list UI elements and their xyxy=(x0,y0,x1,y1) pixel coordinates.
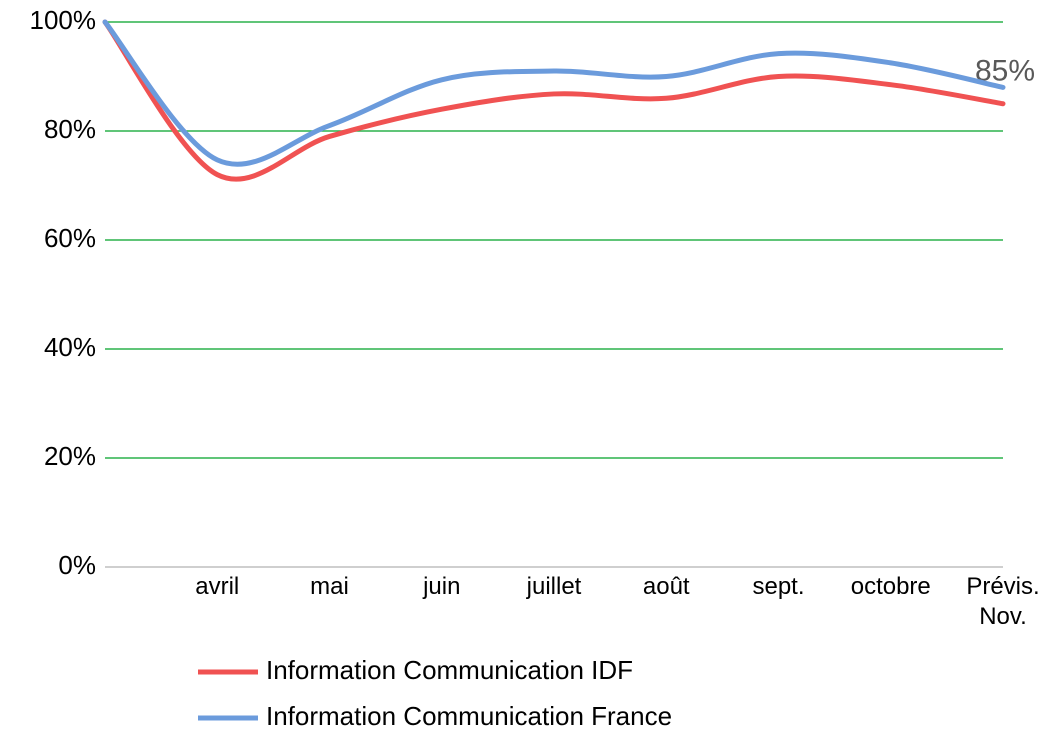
x-tick-label: août xyxy=(642,573,690,600)
x-tick-label: avril xyxy=(195,573,240,600)
y-tick-label: 0% xyxy=(58,550,96,580)
x-tick-label: Prévis. Nov. xyxy=(966,573,1040,630)
x-tick-label: octobre xyxy=(850,573,931,600)
legend-label: Information Communication France xyxy=(266,701,672,731)
x-tick-label: mai xyxy=(310,573,349,600)
y-tick-label: 60% xyxy=(44,223,96,253)
x-tick-label: juin xyxy=(423,573,461,600)
line-series xyxy=(102,19,1006,167)
y-tick-label: 100% xyxy=(30,5,97,35)
legend-label: Information Communication IDF xyxy=(266,655,633,685)
x-tick-label: sept. xyxy=(752,573,805,600)
y-tick-label: 40% xyxy=(44,332,96,362)
y-tick-label: 20% xyxy=(44,441,96,471)
x-tick-label: juillet xyxy=(526,573,582,600)
y-tick-label: 80% xyxy=(44,114,96,144)
line-series xyxy=(102,19,1006,182)
